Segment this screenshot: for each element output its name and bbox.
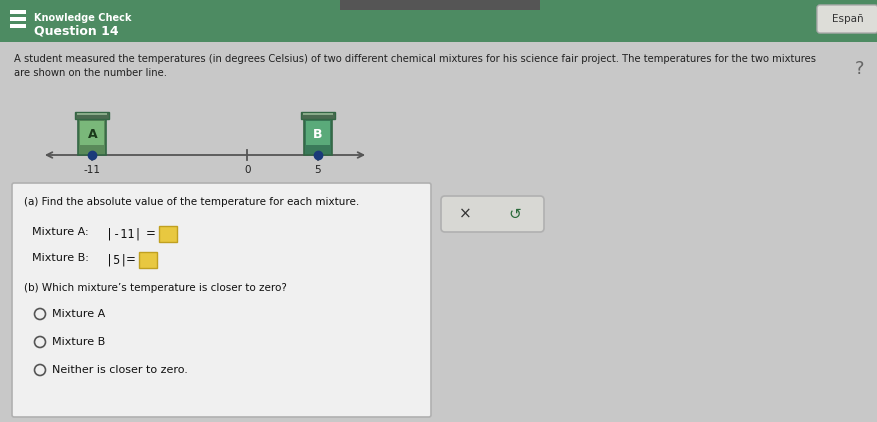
FancyBboxPatch shape xyxy=(816,5,877,33)
FancyBboxPatch shape xyxy=(12,183,431,417)
Text: (b) Which mixture’s temperature is closer to zero?: (b) Which mixture’s temperature is close… xyxy=(24,283,287,293)
Bar xyxy=(0,0,877,42)
Text: |5|: |5| xyxy=(106,253,127,266)
Text: (a) Find the absolute value of the temperature for each mixture.: (a) Find the absolute value of the tempe… xyxy=(24,197,359,207)
Bar xyxy=(75,112,109,119)
Text: Mixture B:: Mixture B: xyxy=(32,253,89,263)
Text: Mixture A: Mixture A xyxy=(52,309,105,319)
Text: -11: -11 xyxy=(83,165,101,175)
Bar xyxy=(10,24,26,28)
Text: 0: 0 xyxy=(244,165,250,175)
Bar xyxy=(77,113,107,115)
FancyBboxPatch shape xyxy=(440,196,544,232)
Text: are shown on the number line.: are shown on the number line. xyxy=(14,68,167,78)
Bar xyxy=(80,121,104,145)
Text: ?: ? xyxy=(854,60,864,78)
Bar xyxy=(139,252,157,268)
Text: ×: × xyxy=(458,206,471,222)
Bar xyxy=(303,119,332,155)
Bar xyxy=(159,226,177,242)
Text: Question 14: Question 14 xyxy=(34,24,118,37)
Text: 5: 5 xyxy=(314,165,321,175)
Text: =: = xyxy=(126,253,136,266)
Bar xyxy=(10,17,26,21)
Bar xyxy=(339,0,539,10)
Text: B: B xyxy=(312,129,322,141)
Text: =: = xyxy=(146,227,156,240)
Text: Españ: Españ xyxy=(831,14,862,24)
Bar xyxy=(78,119,106,155)
Text: Neither is closer to zero.: Neither is closer to zero. xyxy=(52,365,188,375)
Text: Mixture A:: Mixture A: xyxy=(32,227,89,237)
Text: A: A xyxy=(88,129,97,141)
Bar xyxy=(305,121,330,145)
Text: ↺: ↺ xyxy=(508,206,521,222)
Text: |-11|: |-11| xyxy=(106,227,141,240)
Text: Mixture B: Mixture B xyxy=(52,337,105,347)
Bar xyxy=(10,10,26,14)
Text: A student measured the temperatures (in degrees Celsius) of two different chemic: A student measured the temperatures (in … xyxy=(14,54,815,64)
Text: Knowledge Check: Knowledge Check xyxy=(34,13,132,23)
Bar xyxy=(303,113,332,115)
Bar xyxy=(301,112,334,119)
